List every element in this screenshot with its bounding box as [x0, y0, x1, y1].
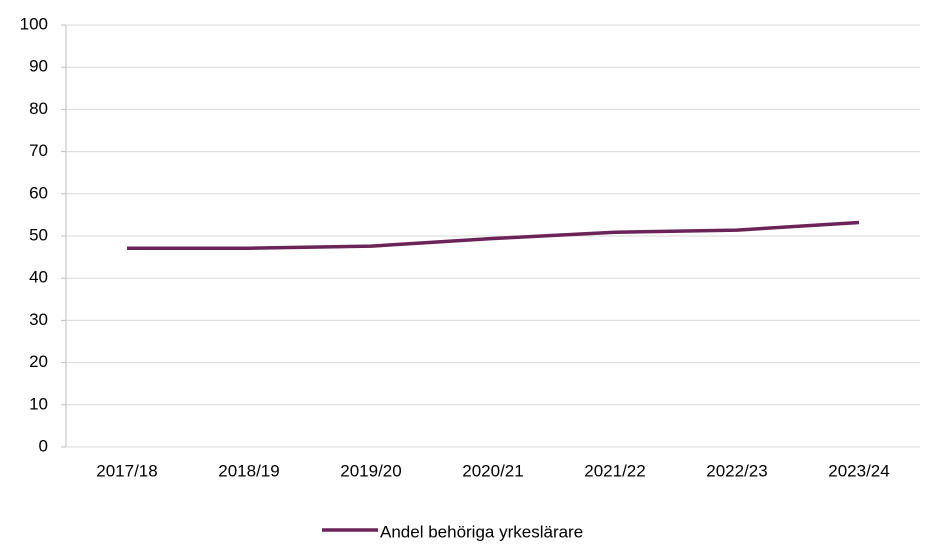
y-tick-label: 80	[29, 99, 48, 118]
y-tick-label: 70	[29, 141, 48, 160]
y-tick-label: 20	[29, 352, 48, 371]
y-tick-label: 90	[29, 57, 48, 76]
x-tick-label: 2023/24	[828, 461, 889, 480]
x-tick-label: 2020/21	[462, 461, 523, 480]
y-tick-label: 60	[29, 183, 48, 202]
y-tick-label: 100	[20, 14, 48, 33]
x-tick-label: 2018/19	[218, 461, 279, 480]
x-tick-label: 2017/18	[96, 461, 157, 480]
legend-label: Andel behöriga yrkeslärare	[380, 522, 583, 541]
y-tick-label: 40	[29, 268, 48, 287]
y-tick-label: 30	[29, 310, 48, 329]
y-tick-label: 50	[29, 225, 48, 244]
x-tick-label: 2019/20	[340, 461, 401, 480]
y-tick-label: 10	[29, 394, 48, 413]
x-tick-label: 2022/23	[706, 461, 767, 480]
x-tick-label: 2021/22	[584, 461, 645, 480]
data-line	[127, 220, 860, 250]
y-tick-label: 0	[39, 436, 48, 455]
